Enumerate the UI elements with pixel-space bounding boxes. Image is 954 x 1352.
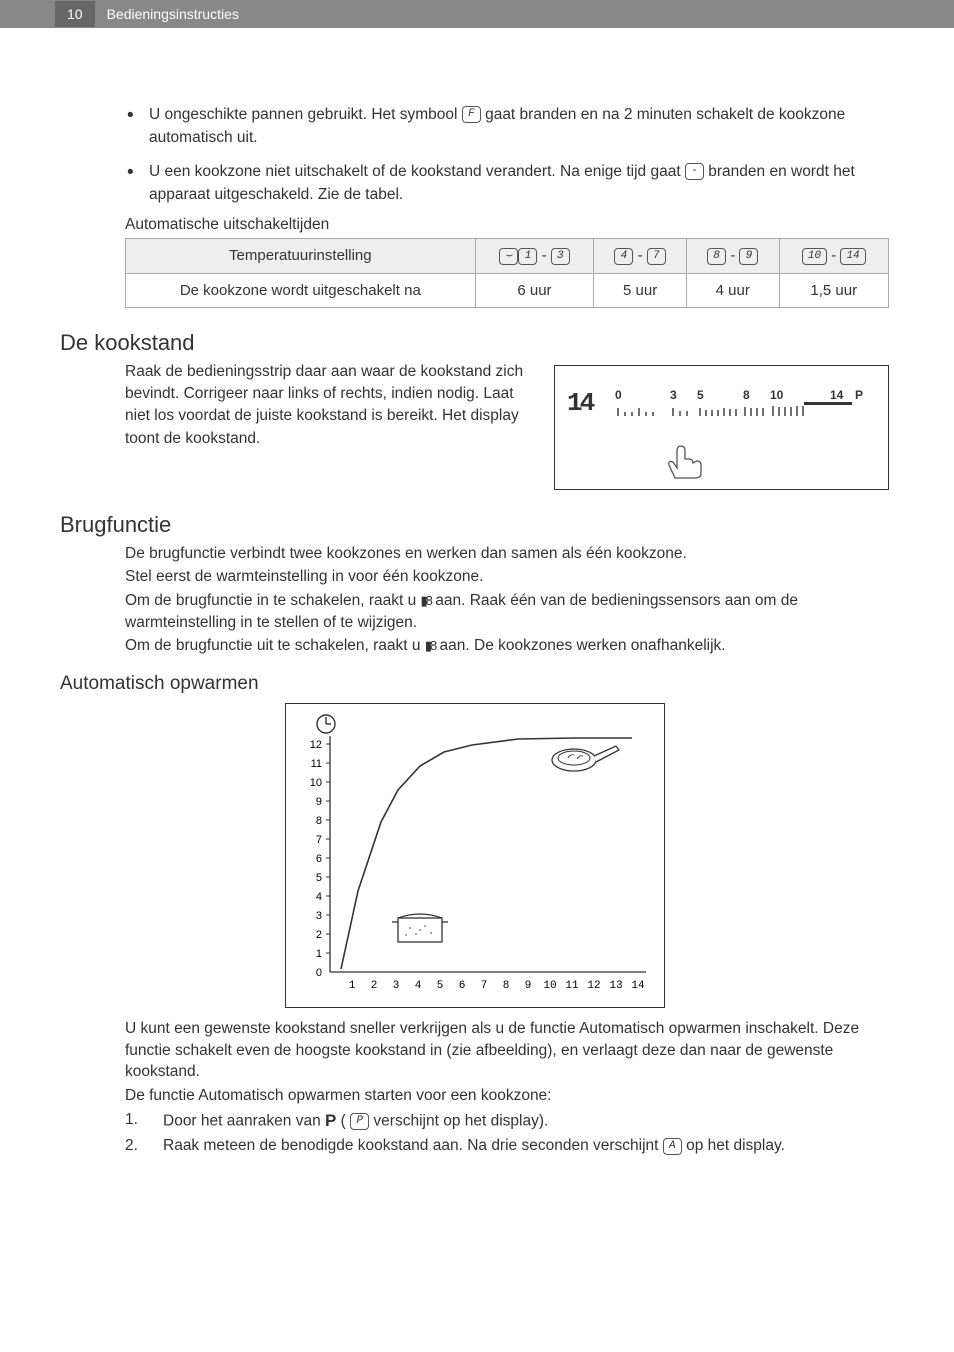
bridge-icon: ▮8 xyxy=(421,592,431,610)
paragraph: Om de brugfunctie uit te schakelen, raak… xyxy=(125,635,889,657)
svg-text:10: 10 xyxy=(309,777,321,789)
pot-icon xyxy=(392,914,448,942)
symbol-icon: A xyxy=(663,1138,682,1155)
svg-text:5: 5 xyxy=(315,872,321,884)
symbol-icon: P xyxy=(350,1113,369,1130)
svg-text:2: 2 xyxy=(315,929,321,941)
slider-diagram: 14 0 3 5 8 10 14 P xyxy=(554,365,889,490)
heading-automatisch: Automatisch opwarmen xyxy=(60,673,889,695)
table-cell: 5 uur xyxy=(594,273,687,307)
heading-brugfunctie: Brugfunctie xyxy=(60,512,889,538)
symbol-icon: F xyxy=(462,106,481,123)
svg-text:9: 9 xyxy=(524,980,531,992)
svg-text:12: 12 xyxy=(309,739,321,751)
svg-text:6: 6 xyxy=(458,980,465,992)
table-header: 8 - 9 xyxy=(686,239,779,274)
table-header: ⌣1 - 3 xyxy=(475,239,594,274)
table-cell: 6 uur xyxy=(475,273,594,307)
page-header: 10 Bedieningsinstructies xyxy=(0,0,954,28)
page-content: U ongeschikte pannen gebruikt. Het symbo… xyxy=(0,103,954,1200)
bullet-item: U een kookzone niet uitschakelt of de ko… xyxy=(125,160,889,207)
p-letter-icon: P xyxy=(325,1111,336,1130)
svg-text:1: 1 xyxy=(315,948,321,960)
paragraph: Om de brugfunctie in te schakelen, raakt… xyxy=(125,590,889,633)
bullet-item: U ongeschikte pannen gebruikt. Het symbo… xyxy=(125,103,889,150)
svg-text:5: 5 xyxy=(436,980,443,992)
svg-text:4: 4 xyxy=(315,891,321,903)
page-number: 10 xyxy=(55,1,95,27)
svg-text:7: 7 xyxy=(480,980,487,992)
svg-text:6: 6 xyxy=(315,853,321,865)
table-header: Temperatuurinstelling xyxy=(126,239,476,274)
section-title: Bedieningsinstructies xyxy=(107,6,239,22)
hand-pointer-icon xyxy=(665,443,710,481)
ordered-list: 1. Door het aanraken van P ( P verschijn… xyxy=(125,1109,889,1158)
svg-text:11: 11 xyxy=(565,980,579,992)
svg-text:7: 7 xyxy=(315,834,321,846)
table-cell: De kookzone wordt uitgeschakelt na xyxy=(126,273,476,307)
chart-svg: 12 11 10 9 8 7 6 5 4 3 2 1 0 xyxy=(286,704,666,1009)
table-cell: 4 uur xyxy=(686,273,779,307)
svg-text:0: 0 xyxy=(315,967,321,979)
shutdown-times-table: Temperatuurinstelling ⌣1 - 3 4 - 7 8 - 9… xyxy=(125,238,889,308)
slider-ticks-icon xyxy=(615,404,870,418)
table-cell: 1,5 uur xyxy=(779,273,888,307)
svg-text:13: 13 xyxy=(609,980,622,992)
svg-text:3: 3 xyxy=(392,980,399,992)
bridge-icon: ▮8 xyxy=(425,637,435,655)
table-header: 10 - 14 xyxy=(779,239,888,274)
paragraph: De brugfunctie verbindt twee kookzones e… xyxy=(125,543,889,565)
svg-text:10: 10 xyxy=(543,980,556,992)
table-caption: Automatische uitschakeltijden xyxy=(125,216,889,234)
kookstand-text: Raak de bedieningsstrip daar aan waar de… xyxy=(125,361,529,451)
slider-scale-labels: 0 3 5 8 10 14 P xyxy=(615,388,876,402)
list-item: 2. Raak meteen de benodigde kookstand aa… xyxy=(125,1135,889,1157)
svg-text:12: 12 xyxy=(587,980,600,992)
list-item: 1. Door het aanraken van P ( P verschijn… xyxy=(125,1109,889,1134)
heatup-chart: 12 11 10 9 8 7 6 5 4 3 2 1 0 xyxy=(285,703,665,1008)
intro-bullets: U ongeschikte pannen gebruikt. Het symbo… xyxy=(125,103,889,206)
svg-text:8: 8 xyxy=(315,815,321,827)
table-header: 4 - 7 xyxy=(594,239,687,274)
symbol-icon: - xyxy=(685,163,704,180)
svg-text:14: 14 xyxy=(631,980,645,992)
paragraph: De functie Automatisch opwarmen starten … xyxy=(125,1085,889,1107)
svg-text:4: 4 xyxy=(414,980,421,992)
paragraph: U kunt een gewenste kookstand sneller ve… xyxy=(125,1018,889,1083)
svg-text:2: 2 xyxy=(370,980,377,992)
svg-text:1: 1 xyxy=(348,980,355,992)
heading-kookstand: De kookstand xyxy=(60,330,889,356)
paragraph: Stel eerst de warmteinstelling in voor é… xyxy=(125,566,889,588)
svg-text:8: 8 xyxy=(502,980,509,992)
slider-display-value: 14 xyxy=(567,388,592,418)
svg-text:11: 11 xyxy=(310,758,321,770)
pan-icon xyxy=(552,746,619,771)
svg-text:3: 3 xyxy=(315,910,321,922)
svg-text:9: 9 xyxy=(315,796,321,808)
